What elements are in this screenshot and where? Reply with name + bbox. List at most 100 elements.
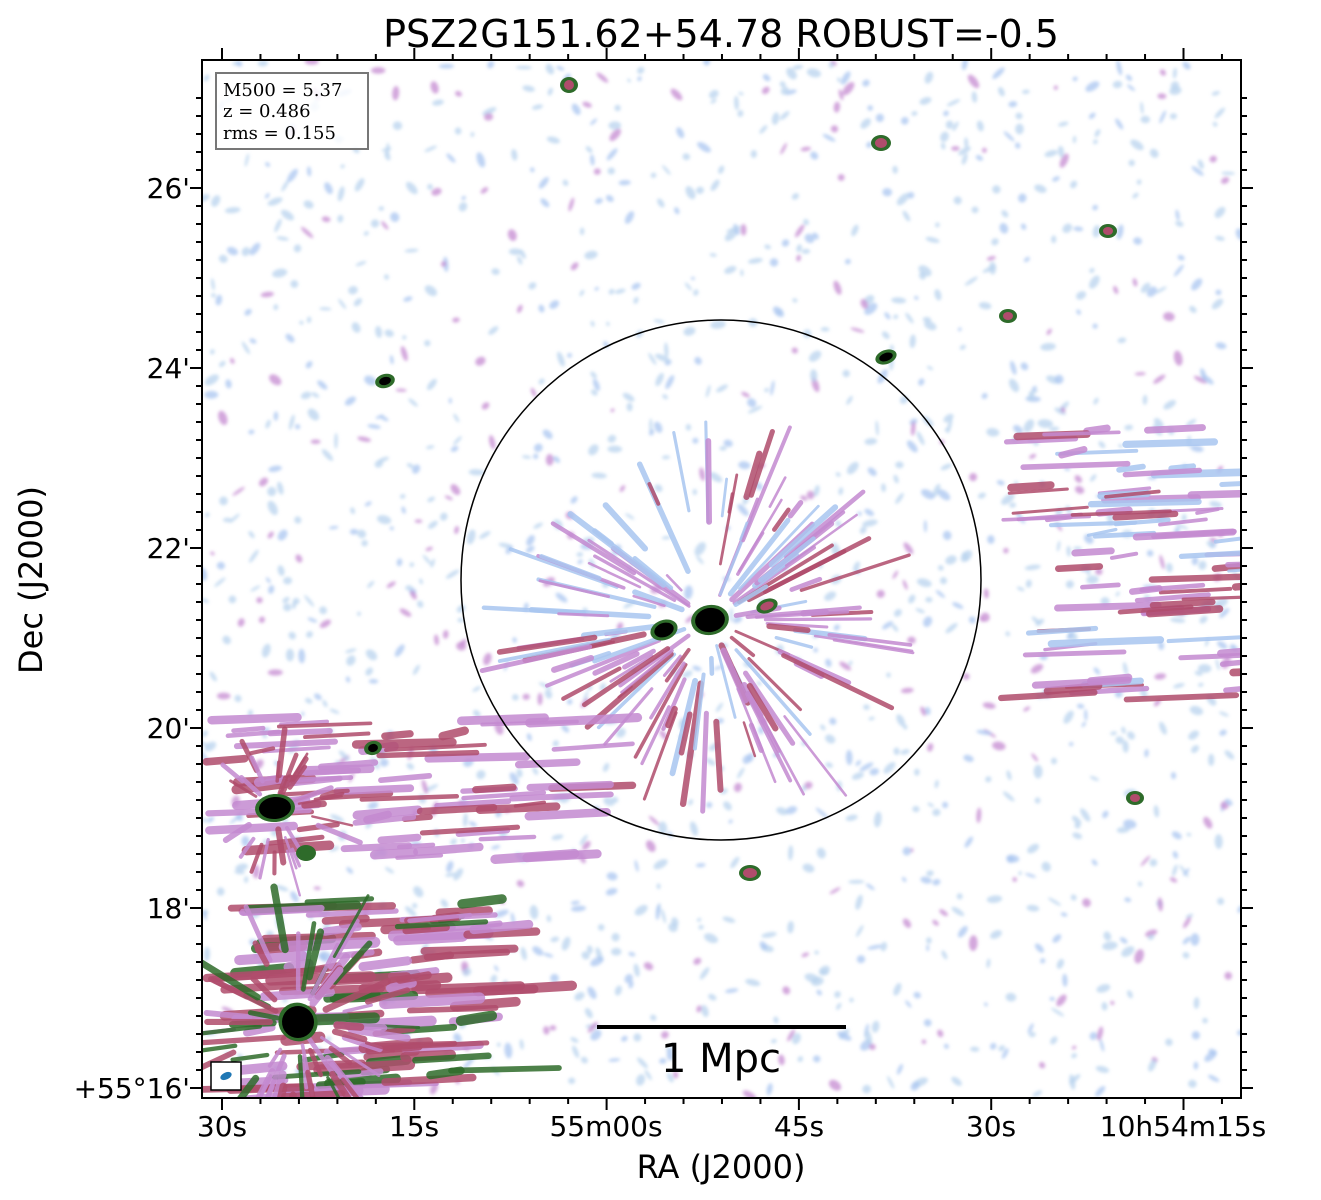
artifact-band (412, 1052, 492, 1064)
noise-blob (1153, 805, 1160, 818)
noise-blob (773, 306, 784, 318)
noise-blob (236, 61, 243, 67)
noise-blob (864, 1030, 872, 1045)
noise-blob (740, 269, 744, 277)
noise-blob (666, 1072, 674, 1083)
artifact-streak (307, 1036, 336, 1077)
noise-blob (689, 821, 699, 836)
noise-blob (745, 978, 761, 987)
noise-blob (964, 276, 978, 286)
noise-blob (1035, 618, 1045, 626)
noise-blob (1031, 385, 1037, 392)
noise-blob (884, 312, 891, 320)
noise-blob (260, 291, 274, 298)
noise-blob (902, 846, 911, 856)
noise-blob (910, 421, 916, 436)
y-tick-label: 22' (147, 532, 190, 565)
noise-blob (723, 801, 732, 811)
noise-blob (538, 177, 549, 189)
noise-blob (710, 320, 726, 329)
artifact-streak (365, 1041, 395, 1053)
noise-blob (737, 767, 745, 779)
artifact-streak (649, 661, 686, 720)
noise-blob (273, 304, 279, 311)
noise-blob (324, 182, 333, 195)
noise-blob (699, 467, 706, 481)
noise-blob (1050, 1036, 1058, 1045)
noise-blob (285, 648, 295, 662)
noise-blob (596, 72, 609, 83)
noise-blob (1072, 815, 1082, 825)
noise-blob (1089, 474, 1097, 482)
noise-blob (561, 724, 570, 733)
artifact-band (407, 912, 473, 923)
noise-blob (977, 492, 986, 499)
noise-blob (1001, 210, 1009, 218)
noise-blob (384, 151, 391, 161)
radio-source (654, 622, 674, 638)
artifact-band (296, 764, 375, 776)
noise-blob (1009, 502, 1017, 508)
noise-blob (219, 496, 228, 506)
noise-blob (791, 193, 800, 200)
noise-blob (1217, 641, 1228, 650)
noise-blob (580, 1056, 588, 1064)
noise-blob (1181, 513, 1187, 522)
noise-blob (747, 405, 763, 414)
artifact-band (1132, 528, 1237, 541)
noise-blob (551, 834, 564, 841)
artifact-streak (618, 633, 691, 688)
noise-blob (504, 1042, 513, 1059)
noise-blob (653, 859, 668, 870)
noise-blob (848, 660, 853, 666)
noise-blob (1013, 424, 1023, 434)
artifact-band (1083, 424, 1111, 435)
noise-blob (1001, 493, 1015, 505)
noise-blob (895, 461, 904, 469)
noise-blob (444, 495, 453, 501)
noise-blob (472, 686, 481, 692)
artifact-band (379, 992, 486, 1010)
radio-source (282, 1006, 314, 1038)
noise-blob (1186, 832, 1192, 837)
noise-blob (1170, 772, 1177, 780)
noise-blob (902, 579, 908, 590)
noise-blob (1124, 897, 1132, 903)
noise-blob (1039, 1061, 1046, 1069)
noise-blob (555, 592, 568, 603)
noise-blob (470, 132, 475, 137)
noise-blob (846, 395, 853, 405)
noise-blob (1074, 822, 1081, 829)
artifact-streak (264, 1053, 287, 1098)
noise-blob (1203, 816, 1213, 829)
noise-blob (1128, 159, 1135, 167)
noise-blob (210, 278, 215, 291)
noise-blob (533, 443, 543, 453)
noise-blob (540, 198, 550, 208)
artifact-streak (642, 711, 678, 801)
noise-blob (479, 531, 491, 539)
noise-blob (1193, 1061, 1199, 1070)
artifact-streak (289, 1091, 297, 1098)
x-axis-label: RA (J2000) (637, 1148, 806, 1186)
noise-blob (942, 801, 949, 809)
artifact-band (1227, 568, 1241, 573)
noise-blob (1199, 615, 1208, 624)
noise-blob (545, 454, 554, 466)
noise-blob (648, 352, 657, 365)
noise-blob (696, 917, 702, 922)
noise-blob (1179, 864, 1189, 878)
noise-blob (951, 906, 965, 917)
noise-blob (829, 717, 837, 725)
noise-blob (476, 770, 486, 780)
artifact-band (1058, 446, 1088, 459)
noise-blob (864, 508, 874, 516)
noise-blob (942, 530, 952, 541)
noise-blob (1159, 110, 1167, 124)
radio-source (564, 80, 574, 90)
noise-blob (234, 870, 245, 875)
artifact-band (1229, 668, 1241, 677)
noise-blob (705, 384, 711, 398)
noise-blob (462, 813, 468, 827)
noise-blob (1008, 101, 1018, 108)
